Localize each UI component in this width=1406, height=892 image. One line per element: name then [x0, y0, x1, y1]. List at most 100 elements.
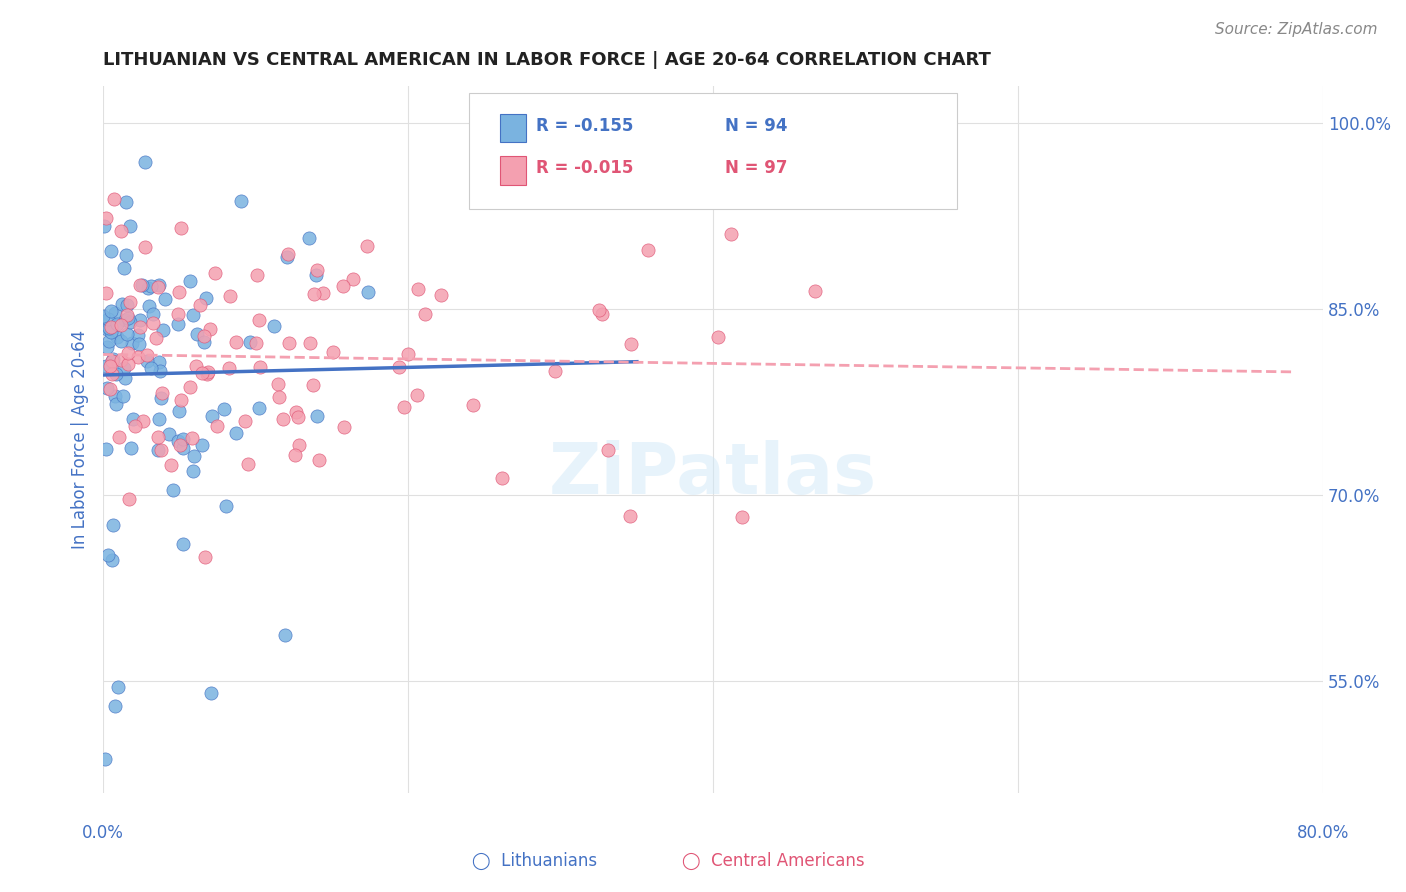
- Point: [110, 318, 132, 333]
- Point: [149, 391, 172, 405]
- Point: [105, 368, 128, 382]
- Point: [406, 283, 429, 297]
- Point: [245, 336, 267, 351]
- Point: [215, 499, 238, 513]
- FancyBboxPatch shape: [499, 114, 526, 142]
- Point: [97, 311, 120, 326]
- Point: [142, 316, 165, 330]
- Point: [96, 321, 118, 335]
- Point: [101, 367, 124, 381]
- Point: [183, 450, 205, 464]
- Point: [305, 409, 328, 424]
- Point: [94, 359, 117, 374]
- Text: N = 94: N = 94: [725, 117, 787, 135]
- Point: [117, 345, 139, 359]
- Point: [170, 392, 193, 407]
- Point: [200, 686, 222, 700]
- Point: [197, 365, 219, 379]
- Point: [288, 437, 311, 451]
- Text: R = -0.155: R = -0.155: [536, 117, 634, 135]
- Point: [100, 382, 122, 396]
- Point: [278, 335, 301, 350]
- Point: [591, 307, 613, 321]
- Point: [115, 194, 138, 209]
- Point: [179, 380, 201, 394]
- Point: [298, 230, 321, 244]
- Point: [114, 371, 136, 385]
- Point: [249, 360, 271, 375]
- Point: [150, 442, 173, 457]
- Point: [247, 401, 270, 415]
- Point: [620, 337, 643, 351]
- Point: [247, 312, 270, 326]
- Point: [112, 389, 135, 403]
- Point: [148, 412, 170, 426]
- Point: [169, 403, 191, 417]
- Point: [152, 323, 174, 337]
- Point: [198, 322, 221, 336]
- Point: [153, 292, 176, 306]
- Point: [121, 336, 143, 351]
- Point: [128, 336, 150, 351]
- Point: [305, 262, 328, 277]
- Point: [167, 317, 190, 331]
- Point: [100, 325, 122, 339]
- Point: [103, 517, 125, 532]
- Point: [491, 471, 513, 485]
- Point: [104, 397, 127, 411]
- Point: [193, 329, 215, 343]
- Point: [112, 260, 135, 275]
- Point: [356, 285, 378, 299]
- Point: [218, 361, 240, 376]
- Point: [107, 430, 129, 444]
- Point: [114, 313, 136, 327]
- Point: [97, 548, 120, 562]
- Point: [157, 427, 180, 442]
- Point: [149, 364, 172, 378]
- Point: [269, 390, 291, 404]
- Point: [285, 405, 308, 419]
- Point: [145, 331, 167, 345]
- Point: [104, 306, 127, 320]
- Point: [100, 244, 122, 258]
- Point: [172, 441, 194, 455]
- Point: [238, 457, 260, 471]
- Point: [225, 426, 247, 441]
- Point: [305, 268, 328, 282]
- Point: [299, 336, 322, 351]
- Point: [193, 335, 215, 350]
- Point: [96, 211, 118, 226]
- Point: [103, 389, 125, 403]
- Point: [191, 367, 214, 381]
- Point: [461, 398, 484, 412]
- Point: [172, 432, 194, 446]
- Point: [120, 315, 142, 329]
- Text: N = 97: N = 97: [725, 160, 787, 178]
- Point: [93, 219, 115, 234]
- Point: [120, 441, 142, 455]
- Point: [332, 279, 354, 293]
- Point: [127, 327, 149, 342]
- Point: [94, 285, 117, 300]
- Point: [181, 308, 204, 322]
- Point: [118, 219, 141, 233]
- Point: [596, 443, 619, 458]
- Point: [101, 353, 124, 368]
- Point: [413, 306, 436, 320]
- Y-axis label: In Labor Force | Age 20-64: In Labor Force | Age 20-64: [72, 330, 89, 549]
- Point: [115, 308, 138, 322]
- Point: [219, 289, 242, 303]
- Point: [387, 359, 409, 374]
- Point: [225, 334, 247, 349]
- Point: [131, 277, 153, 292]
- Point: [136, 281, 159, 295]
- Point: [148, 355, 170, 369]
- Point: [127, 350, 149, 364]
- Point: [333, 419, 356, 434]
- Text: Source: ZipAtlas.com: Source: ZipAtlas.com: [1215, 22, 1378, 37]
- Point: [430, 288, 453, 302]
- Point: [273, 628, 295, 642]
- Point: [308, 453, 330, 467]
- Point: [107, 680, 129, 694]
- Point: [112, 360, 135, 375]
